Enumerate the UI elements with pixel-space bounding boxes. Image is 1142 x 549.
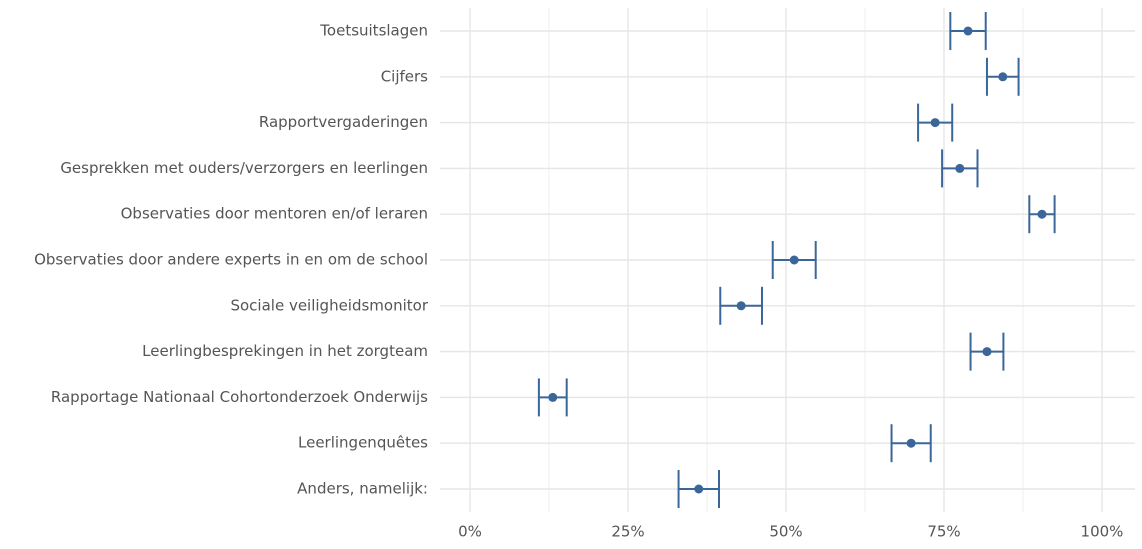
point	[955, 163, 965, 173]
y-tick-label: Sociale veiligheidsmonitor	[230, 296, 428, 314]
x-tick-label: 25%	[611, 523, 644, 541]
y-tick-label: Toetsuitslagen	[319, 22, 428, 40]
x-tick-label: 0%	[458, 523, 482, 541]
point	[906, 438, 916, 448]
y-tick-label: Leerlingenquêtes	[298, 434, 428, 452]
x-tick-label: 50%	[769, 523, 802, 541]
y-tick-label: Rapportage Nationaal Cohortonderzoek Ond…	[51, 388, 428, 406]
point	[963, 26, 973, 36]
y-tick-label: Observaties door andere experts in en om…	[34, 251, 428, 269]
point	[694, 484, 704, 494]
point	[998, 72, 1008, 82]
y-tick-label: Anders, namelijk:	[297, 480, 428, 498]
point	[789, 255, 799, 265]
x-tick-label: 75%	[927, 523, 960, 541]
y-tick-label: Leerlingbesprekingen in het zorgteam	[142, 342, 428, 360]
point	[930, 118, 940, 128]
point	[982, 347, 992, 357]
y-tick-label: Gesprekken met ouders/verzorgers en leer…	[60, 159, 428, 177]
point	[736, 301, 746, 311]
y-tick-label: Rapportvergaderingen	[259, 113, 428, 131]
point	[1037, 209, 1047, 219]
y-tick-label: Cijfers	[381, 67, 428, 85]
y-tick-label: Observaties door mentoren en/of leraren	[121, 205, 428, 223]
x-tick-label: 100%	[1081, 523, 1124, 541]
point	[548, 392, 558, 402]
